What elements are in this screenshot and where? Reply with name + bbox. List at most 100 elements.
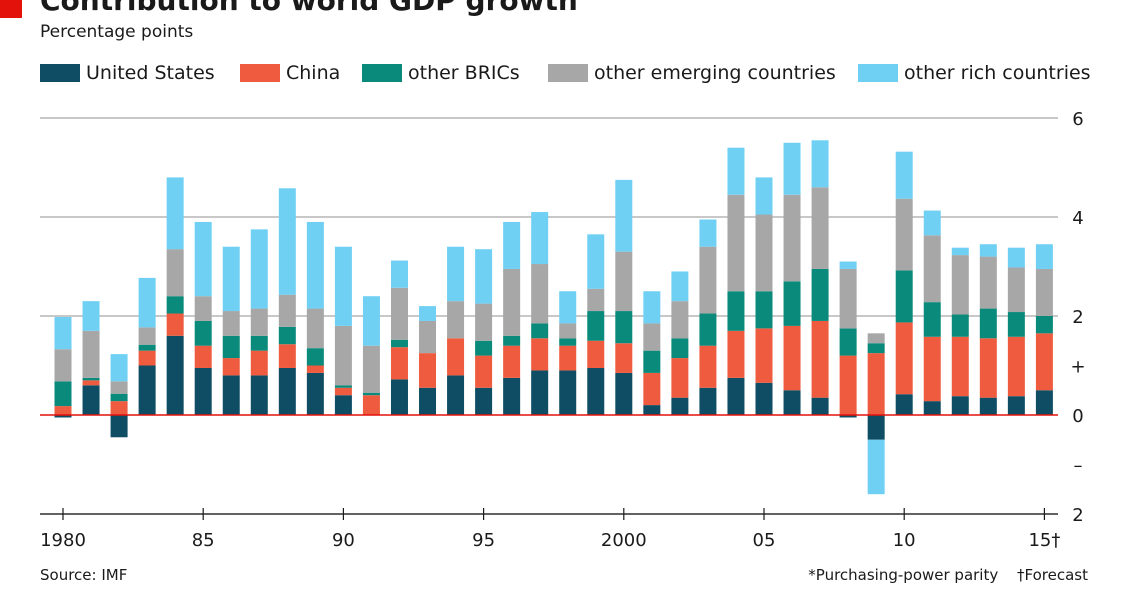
bar-united-states-2005	[755, 382, 773, 415]
bar-other-emerging-countries-1984	[166, 249, 184, 297]
bar-china-2000	[615, 343, 633, 373]
bar-other-rich-countries-1990	[334, 246, 352, 326]
legend-item-china: China	[240, 62, 340, 84]
bar-united-states-1986	[222, 375, 240, 415]
bar-china-2012	[951, 336, 969, 397]
stacked-bar-chart: 6 4 2 +0 – 2 1980 85 90 95 2000 05 10 15†	[40, 109, 1086, 551]
bar-united-states-1995	[475, 387, 493, 415]
bar-united-states-1981	[82, 385, 100, 415]
bar-china-1995	[475, 355, 493, 388]
bar-united-states-2013	[979, 397, 997, 415]
bar-other-rich-countries-1998	[559, 291, 577, 324]
bar-united-states-2009	[867, 415, 885, 440]
legend-swatch-other-emerging	[548, 64, 588, 82]
bar-united-states-2002	[671, 397, 689, 415]
bar-china-2010	[895, 322, 913, 395]
bar-other-emerging-countries-1985	[194, 296, 212, 321]
bar-china-2003	[699, 345, 717, 388]
y-tick-label: 2	[1072, 505, 1083, 526]
bar-other-rich-countries-2007	[811, 140, 829, 188]
bar-other-brics-2006	[783, 281, 801, 326]
bar-united-states-1992	[390, 379, 408, 415]
bar-united-states-1999	[587, 367, 605, 415]
bar-other-emerging-countries-1986	[222, 311, 240, 336]
bar-united-states-1984	[166, 335, 184, 415]
bar-other-brics-2001	[643, 350, 661, 373]
bar-other-brics-2005	[755, 291, 773, 329]
bar-united-states-1985	[194, 367, 212, 415]
bar-other-emerging-countries-1981	[82, 330, 100, 378]
bar-other-brics-2015	[1035, 316, 1053, 334]
bar-other-rich-countries-2013	[979, 244, 997, 257]
bar-other-rich-countries-2008	[839, 261, 857, 269]
bar-other-rich-countries-1985	[194, 221, 212, 297]
bar-other-brics-2002	[671, 338, 689, 359]
bar-other-rich-countries-2014	[1007, 247, 1025, 268]
bar-other-emerging-countries-1995	[475, 303, 493, 341]
x-tick-label: 15†	[1028, 530, 1060, 551]
bar-other-rich-countries-1994	[447, 246, 465, 302]
bar-other-emerging-countries-1992	[390, 287, 408, 340]
bar-other-brics-1997	[531, 323, 549, 339]
bar-other-brics-2011	[923, 302, 941, 337]
bar-other-brics-2004	[727, 291, 745, 331]
bar-other-brics-1991	[362, 392, 380, 396]
bar-china-2015	[1035, 333, 1053, 391]
bar-other-emerging-countries-1994	[447, 301, 465, 339]
bar-other-rich-countries-1992	[390, 260, 408, 288]
bar-other-rich-countries-1983	[138, 277, 156, 328]
bar-other-rich-countries-1991	[362, 296, 380, 346]
bar-other-rich-countries-1995	[475, 249, 493, 304]
bar-other-emerging-countries-2011	[923, 235, 941, 303]
bar-other-brics-1984	[166, 296, 184, 314]
bar-other-brics-2013	[979, 308, 997, 339]
bar-other-rich-countries-2009	[867, 439, 885, 495]
bar-other-rich-countries-1999	[587, 234, 605, 289]
bar-other-brics-1985	[194, 320, 212, 346]
bar-china-1980	[54, 406, 72, 415]
bar-united-states-1982	[110, 415, 128, 438]
bar-other-brics-2003	[699, 313, 717, 346]
bar-other-emerging-countries-2001	[643, 323, 661, 351]
bar-united-states-2001	[643, 405, 661, 415]
y-tick-label: –	[1074, 456, 1083, 477]
bar-china-1982	[110, 401, 128, 415]
bar-other-rich-countries-1982	[110, 354, 128, 382]
bar-other-brics-1980	[54, 381, 72, 407]
y-tick-label: 0	[1072, 406, 1083, 427]
bar-china-1984	[166, 313, 184, 336]
bar-china-1994	[447, 338, 465, 376]
footnote-forecast: †Forecast	[1017, 566, 1088, 584]
bar-china-2004	[727, 330, 745, 378]
bar-other-emerging-countries-1988	[278, 294, 296, 327]
bar-other-emerging-countries-2008	[839, 268, 857, 329]
bar-china-2001	[643, 372, 661, 406]
bar-other-emerging-countries-1989	[306, 308, 324, 349]
bar-united-states-2006	[783, 390, 801, 415]
legend-swatch-china	[240, 64, 280, 82]
bar-china-1988	[278, 344, 296, 368]
bar-other-brics-1995	[475, 340, 493, 356]
bar-other-rich-countries-2003	[699, 219, 717, 247]
bar-united-states-2000	[615, 372, 633, 415]
bar-united-states-2004	[727, 377, 745, 415]
bar-other-emerging-countries-2006	[783, 194, 801, 282]
bar-other-brics-1998	[559, 338, 577, 346]
bar-united-states-1990	[334, 395, 352, 415]
bar-united-states-1994	[447, 375, 465, 415]
bar-other-rich-countries-1989	[306, 221, 324, 309]
bar-other-brics-1981	[82, 377, 100, 381]
bar-other-rich-countries-1988	[278, 188, 296, 295]
legend-label-china: China	[286, 62, 341, 84]
legend-swatch-other-rich	[858, 64, 898, 82]
bar-other-emerging-countries-1983	[138, 327, 156, 345]
bar-other-emerging-countries-1991	[362, 345, 380, 393]
bar-other-rich-countries-1981	[82, 301, 100, 331]
bar-other-emerging-countries-2003	[699, 246, 717, 314]
footnote-ppp: *Purchasing-power parity	[808, 566, 999, 584]
bar-china-1987	[250, 350, 268, 376]
bar-china-1981	[82, 380, 100, 386]
bar-other-brics-1990	[334, 385, 352, 388]
bar-other-rich-countries-2001	[643, 291, 661, 324]
bar-other-brics-2009	[867, 343, 885, 354]
